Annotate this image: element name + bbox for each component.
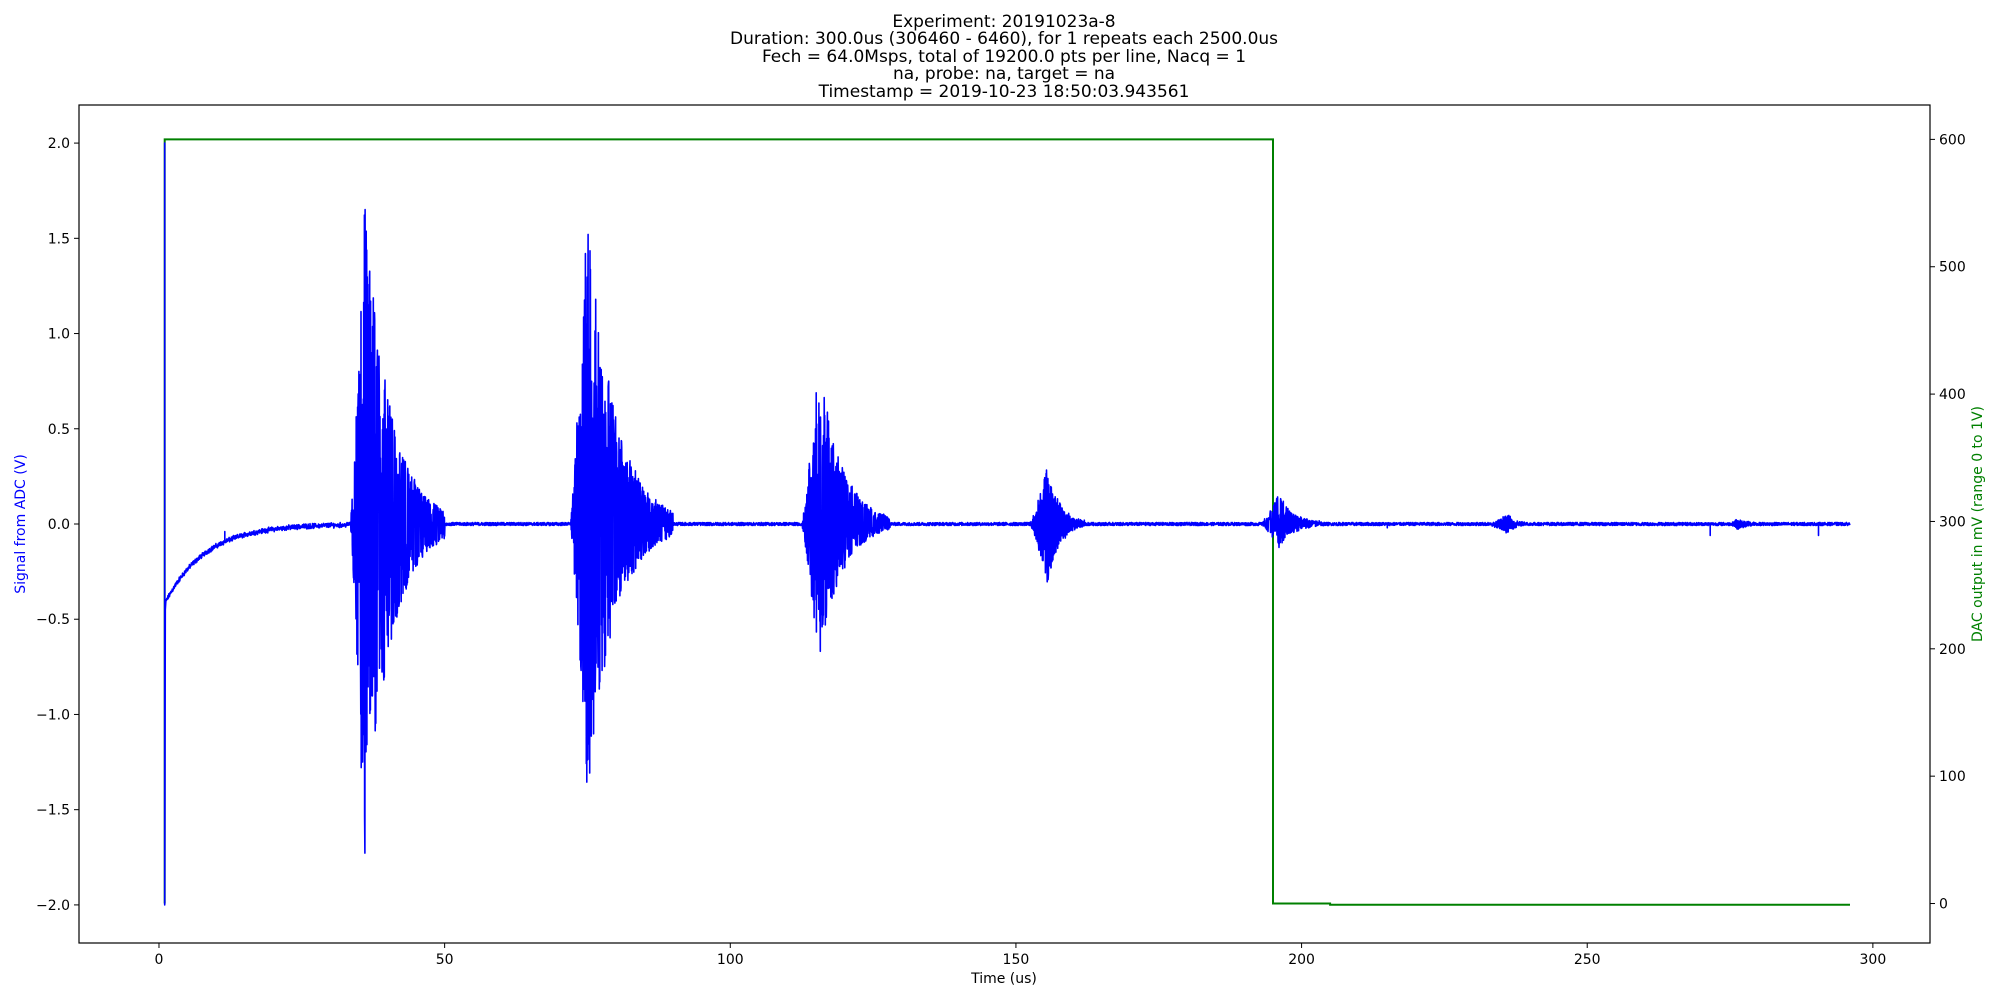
x-axis-label: Time (us) xyxy=(970,971,1037,987)
adc-series-layer xyxy=(163,142,1851,906)
left-y-tick-label: 2.0 xyxy=(48,136,70,152)
left-y-tick-label: −1.0 xyxy=(36,707,70,723)
x-tick-label: 0 xyxy=(155,952,164,968)
x-tick-label: 200 xyxy=(1288,952,1315,968)
left-y-tick-label: −2.0 xyxy=(36,898,70,914)
x-tick-label: 50 xyxy=(436,952,454,968)
dac-series-line xyxy=(163,138,1850,906)
right-y-tick-label: 500 xyxy=(1939,260,1966,276)
left-y-tick-label: 0.0 xyxy=(48,517,70,533)
right-y-tick-label: 100 xyxy=(1939,769,1966,785)
right-y-tick-label: 600 xyxy=(1939,132,1966,148)
title-line-1: Experiment: 20191023a-8 xyxy=(892,12,1115,32)
right-y-axis: 600 500 400 300 200 100 0 xyxy=(1930,132,1966,913)
left-y-tick-label: 1.5 xyxy=(48,231,70,247)
title-line-3: Fech = 64.0Msps, total of 19200.0 pts pe… xyxy=(762,47,1246,67)
x-tick-label: 300 xyxy=(1860,952,1887,968)
left-y-tick-label: 1.0 xyxy=(48,327,70,343)
right-y-tick-label: 200 xyxy=(1939,642,1966,658)
title-line-2: Duration: 300.0us (306460 - 6460), for 1… xyxy=(730,29,1278,49)
x-axis: 0 50 100 150 200 250 300 xyxy=(155,943,1887,968)
title-line-5: Timestamp = 2019-10-23 18:50:03.943561 xyxy=(818,82,1190,102)
adc-series-line xyxy=(163,142,1851,906)
left-y-axis: 2.0 1.5 1.0 0.5 0.0 −0.5 −1.0 −1.5 −2.0 xyxy=(36,136,79,914)
dac-series-layer xyxy=(163,138,1850,906)
title-line-4: na, probe: na, target = na xyxy=(893,64,1115,84)
right-y-tick-label: 0 xyxy=(1939,897,1948,913)
left-y-axis-label: Signal from ADC (V) xyxy=(13,454,29,594)
left-y-tick-label: −1.5 xyxy=(36,803,70,819)
x-tick-label: 100 xyxy=(717,952,744,968)
right-y-tick-label: 300 xyxy=(1939,514,1966,530)
x-tick-label: 150 xyxy=(1003,952,1030,968)
right-y-tick-label: 400 xyxy=(1939,387,1966,403)
right-y-axis-label: DAC output in mV (range 0 to 1V) xyxy=(1970,406,1986,642)
x-tick-label: 250 xyxy=(1574,952,1601,968)
chart-title: Experiment: 20191023a-8 Duration: 300.0u… xyxy=(730,12,1278,102)
left-y-tick-label: −0.5 xyxy=(36,612,70,628)
left-y-tick-label: 0.5 xyxy=(48,422,70,438)
